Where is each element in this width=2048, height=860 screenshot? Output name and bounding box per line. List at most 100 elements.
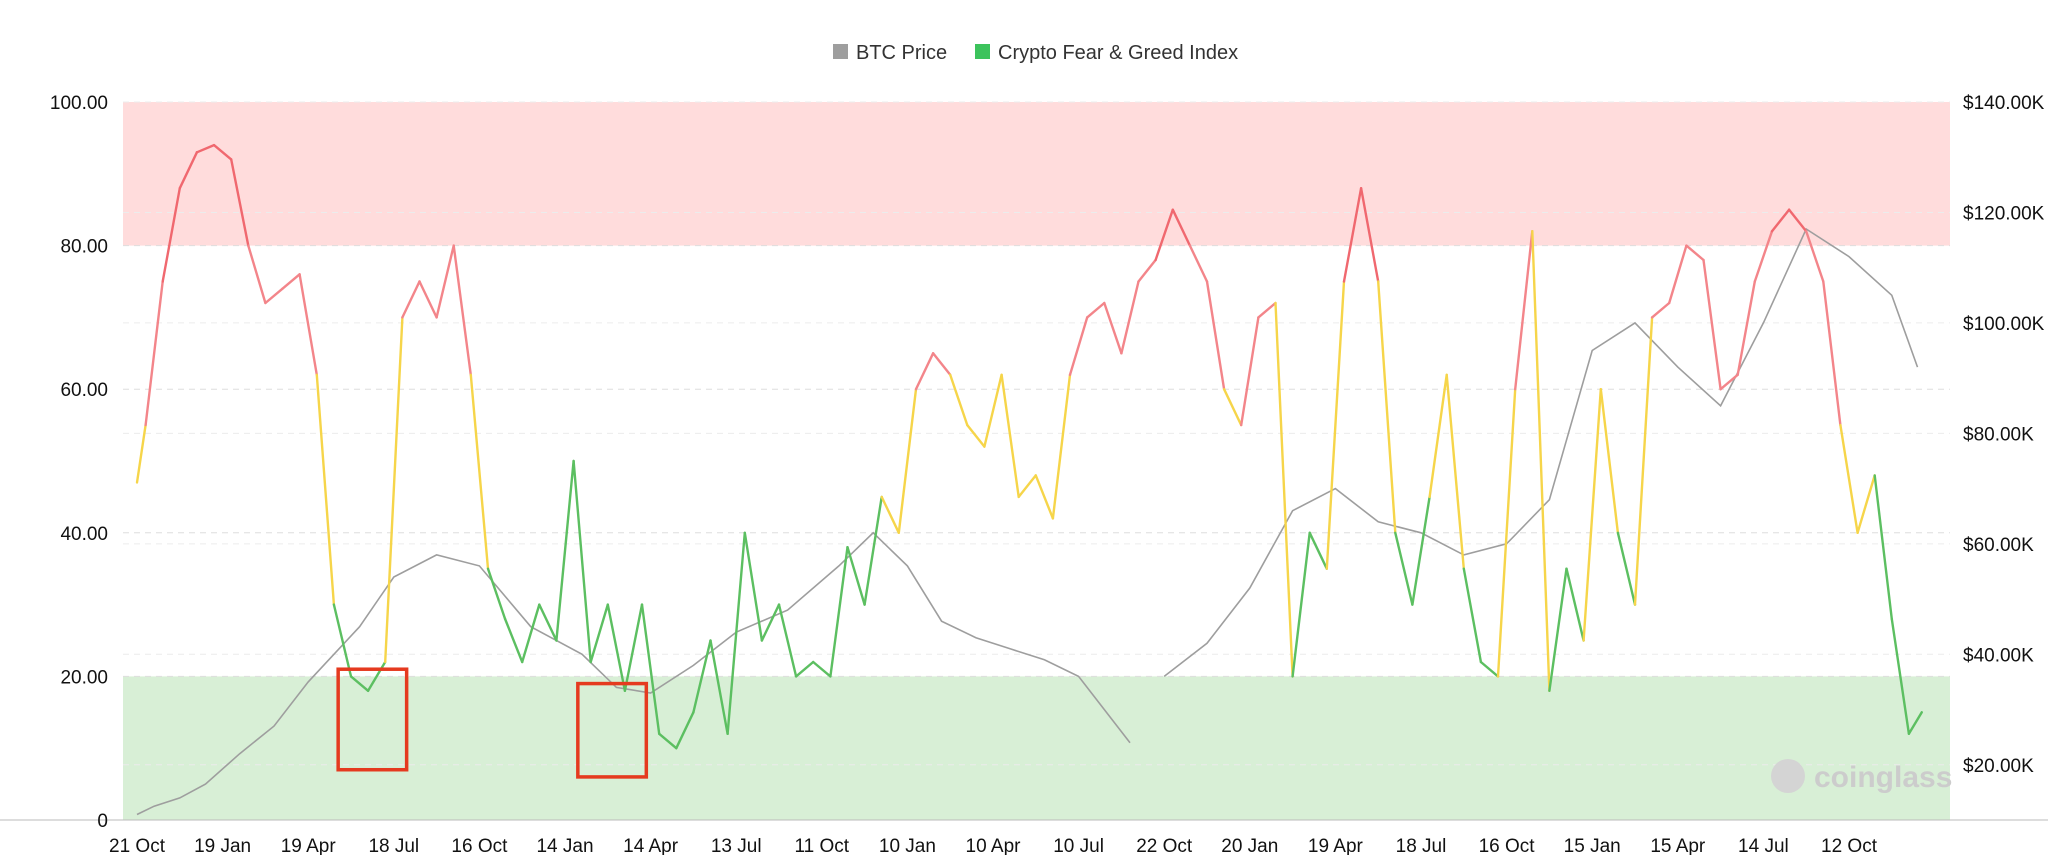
fear-greed-segment — [1103, 301, 1123, 355]
fear-greed-segment — [538, 603, 558, 642]
annotation-box-0 — [336, 667, 409, 772]
fear-greed-segment — [1325, 280, 1346, 570]
fear-greed-segment — [1804, 229, 1825, 283]
y-right-tick-label: $140.00K — [1963, 93, 2045, 114]
x-tick-label: 18 Jul — [368, 836, 419, 855]
fear-greed-segment — [1068, 316, 1089, 376]
fear-greed-segment — [709, 639, 729, 735]
fear-greed-segment — [1479, 660, 1500, 678]
fear-greed-segment — [1548, 567, 1568, 692]
fear-greed-segment — [1137, 258, 1157, 283]
fear-greed-segment — [1291, 531, 1311, 678]
fear-greed-segment — [1616, 531, 1637, 606]
fear-greed-segment — [1034, 474, 1055, 520]
fear-greed-segment — [572, 459, 592, 664]
fear-greed-segment — [1205, 280, 1226, 391]
x-tick-label: 10 Apr — [966, 836, 1022, 855]
fear-greed-segment — [1685, 244, 1705, 262]
y-left-tick-label: 40.00 — [60, 524, 108, 545]
fear-greed-segment — [794, 660, 815, 678]
fear-greed-segment — [1565, 567, 1585, 642]
fear-greed-segment — [486, 567, 507, 621]
x-tick-label: 22 Oct — [1136, 836, 1193, 855]
y-right-tick-label: $80.00K — [1963, 424, 2034, 445]
fear-greed-segment — [777, 603, 798, 678]
fear-greed-segment — [555, 459, 575, 642]
fear-greed-segment — [675, 711, 695, 750]
fear-greed-segment — [332, 603, 353, 678]
fear-greed-segment — [135, 423, 147, 484]
fear-greed-segment — [589, 603, 609, 664]
legend-swatch-0 — [833, 44, 848, 59]
fear-greed-segment — [161, 186, 182, 283]
fear-greed-segment — [1599, 388, 1620, 534]
fear-greed-segment — [1839, 423, 1859, 534]
x-tick-label: 11 Oct — [795, 836, 850, 855]
x-tick-label: 21 Oct — [109, 836, 166, 855]
btc-price-line — [136, 531, 1131, 816]
fear-greed-segment — [418, 280, 438, 319]
fear-greed-segment — [949, 373, 969, 427]
fear-greed-segment — [1394, 531, 1414, 606]
fear-greed-segment — [1753, 229, 1774, 283]
fear-greed-segment — [1531, 229, 1551, 692]
fear-greed-segment — [812, 660, 832, 678]
fear-greed-segment — [931, 352, 952, 376]
fear-greed-segment — [435, 244, 455, 319]
fear-greed-segment — [1719, 373, 1739, 391]
fear-greed-segment — [914, 352, 935, 391]
fear-greed-segment — [315, 373, 336, 606]
fear-greed-segment — [1376, 280, 1397, 534]
fear-greed-segment — [658, 732, 678, 750]
fear-greed-segment — [1257, 301, 1277, 319]
y-left-tick-label: 20.00 — [60, 667, 108, 688]
fear-greed-segment — [1736, 280, 1757, 376]
watermark-text: coinglass — [1814, 761, 1952, 794]
fear-greed-segment — [1667, 244, 1688, 305]
fear-greed-segment — [452, 244, 472, 376]
fear-greed-segment — [1051, 373, 1072, 520]
fear-greed-segment — [384, 316, 404, 664]
fear-greed-segment — [349, 675, 370, 692]
fear-greed-segment — [1633, 316, 1654, 606]
fear-greed-segment — [366, 660, 387, 692]
fear-greed-segment — [1428, 373, 1448, 499]
x-tick-label: 15 Jan — [1564, 836, 1621, 855]
y-right-tick-label: $100.00K — [1963, 314, 2045, 335]
fear-greed-segment — [144, 280, 164, 427]
x-tick-label: 12 Oct — [1821, 836, 1878, 855]
fear-greed-segment — [1171, 208, 1192, 247]
legend-label-0: BTC Price — [856, 42, 947, 64]
y-right-tick-label: $40.00K — [1963, 645, 2034, 666]
fear-greed-segment — [846, 546, 866, 606]
y-right-tick-label: $60.00K — [1963, 535, 2034, 556]
fear-greed-segment — [726, 531, 746, 735]
x-tick-label: 16 Oct — [451, 836, 508, 855]
y-right-tick-label: $120.00K — [1963, 203, 2045, 224]
fear-greed-segment — [1890, 617, 1911, 735]
x-tick-label: 14 Jul — [1738, 836, 1789, 855]
x-tick-label: 14 Jan — [536, 836, 593, 855]
x-tick-label: 19 Jan — [194, 836, 251, 855]
fear-greed-segment — [229, 158, 250, 247]
fear-greed-segment — [692, 639, 712, 714]
fear-greed-segment — [469, 373, 490, 570]
fear-greed-segment — [1496, 388, 1517, 678]
fear-greed-segment — [760, 603, 781, 642]
fear-greed-segment — [298, 273, 318, 376]
fear-greed-segment — [863, 495, 883, 606]
x-tick-label: 19 Apr — [281, 836, 337, 855]
watermark-icon — [1771, 759, 1805, 793]
legend-label-1: Crypto Fear & Greed Index — [998, 42, 1238, 64]
y-right-tick-label: $20.00K — [1963, 756, 2034, 777]
annotation-box-1 — [576, 681, 649, 779]
fear-greed-segment — [195, 143, 216, 154]
fear-greed-segment — [897, 388, 918, 534]
fear-greed-segment — [1274, 301, 1294, 678]
fear-greed-segment — [1017, 474, 1038, 499]
fear-greed-segment — [264, 287, 284, 305]
fear-greed-segment — [1650, 301, 1671, 319]
y-left-tick-label: 80.00 — [60, 237, 108, 258]
btc-price-line-late — [1163, 227, 1919, 678]
fear-greed-segment — [1582, 388, 1603, 642]
